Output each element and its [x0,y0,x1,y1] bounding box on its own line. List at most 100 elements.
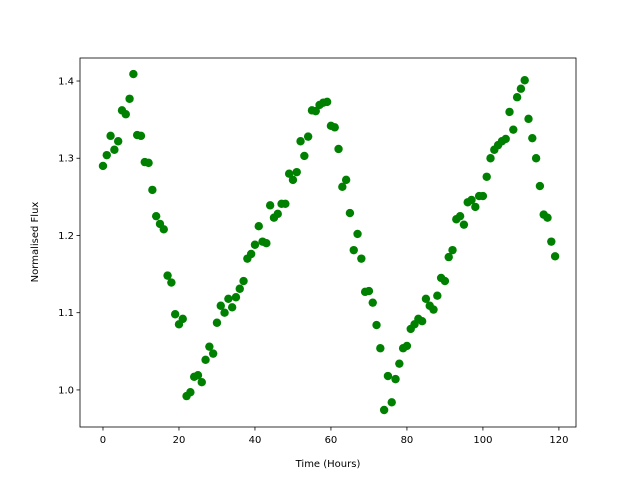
point [528,133,537,143]
point [148,185,157,195]
point [201,355,210,365]
point [345,208,355,218]
point [349,245,358,255]
point [151,211,161,221]
point [212,318,222,327]
point [178,314,187,324]
point [471,202,480,212]
point [372,320,381,330]
point [239,276,248,286]
point [224,294,233,303]
point [383,371,393,381]
point [98,161,108,171]
plot-frame [79,57,577,428]
point [129,69,138,79]
point [535,181,545,191]
y-tick-label: 1.4 [58,77,74,88]
point [254,222,263,231]
point [121,110,130,119]
point [486,154,495,163]
point [421,294,431,303]
point [136,131,146,141]
point [246,249,256,259]
point [341,175,351,185]
point [193,371,203,380]
point [167,278,176,287]
point [265,201,275,210]
point [284,169,294,178]
point [102,150,111,160]
point [444,252,453,262]
point [296,137,305,146]
point [144,158,153,168]
point [547,237,556,246]
point [197,378,206,387]
point [429,305,438,314]
point [376,344,385,353]
y-tick-label: 1.2 [58,231,74,242]
point [216,301,225,310]
point [292,167,301,177]
point [113,137,123,146]
point [273,209,282,219]
y-tick-label: 1.3 [58,154,74,165]
point [250,240,260,249]
x-tick-label: 60 [325,435,338,446]
point [208,349,218,358]
point [550,252,560,261]
point [459,220,469,229]
point [531,154,541,163]
point [520,76,529,85]
point [186,388,195,397]
point [334,144,343,154]
point [543,213,552,222]
point [227,303,237,312]
point [516,84,526,93]
point [231,293,241,302]
point [338,182,347,192]
x-tick-label: 100 [473,435,492,446]
y-axis-label: Normalised Flux [30,202,41,283]
point [322,97,332,107]
point [387,398,396,407]
point [467,195,476,205]
point [402,341,412,351]
point [159,225,168,234]
point [110,145,119,154]
y-tick-label: 1.1 [58,308,74,319]
point [391,374,400,384]
point [281,199,290,209]
point [482,172,491,181]
point [368,298,377,307]
point [163,271,172,280]
point [478,191,488,201]
point [395,359,404,368]
point [300,151,309,161]
point [364,286,374,296]
point [448,245,457,255]
point [524,114,533,124]
x-axis-label: Time (Hours) [295,459,361,470]
point [330,123,339,132]
point [303,132,313,141]
point [205,342,214,351]
x-tick-label: 80 [401,435,414,446]
point [455,211,465,221]
point [357,254,366,263]
x-tick-label: 20 [173,435,186,446]
point [220,308,229,317]
point [512,93,522,102]
x-tick-label: 0 [100,435,106,446]
x-tick-label: 40 [249,435,262,446]
point [509,125,518,134]
point [311,106,320,116]
point [440,276,450,286]
point [501,134,510,144]
point [235,284,244,293]
point [106,131,115,141]
x-tick-label: 120 [549,435,568,446]
point [288,175,298,185]
point [170,310,180,319]
